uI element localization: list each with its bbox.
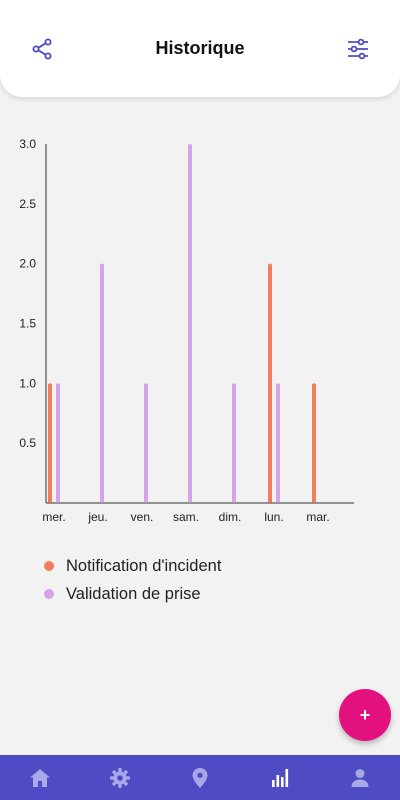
bar	[276, 383, 280, 503]
chart-bars	[48, 144, 316, 503]
legend-item: Validation de prise	[44, 580, 221, 608]
x-tick-label: jeu.	[87, 510, 107, 524]
nav-home[interactable]	[20, 758, 60, 798]
chart-legend: Notification d'incident Validation de pri…	[44, 552, 221, 608]
filter-button[interactable]	[343, 34, 373, 64]
nav-location[interactable]	[180, 758, 220, 798]
gear-icon	[110, 767, 130, 788]
sliders-icon	[348, 38, 368, 60]
y-tick-label: 2.0	[19, 257, 36, 271]
y-tick-label: 3.0	[19, 137, 36, 151]
bar	[48, 383, 52, 503]
bar	[232, 383, 236, 503]
home-icon	[30, 768, 50, 787]
nav-settings[interactable]	[100, 758, 140, 798]
nav-profile[interactable]	[340, 758, 380, 798]
x-tick-label: mer.	[42, 510, 65, 524]
bar-chart-icon	[272, 768, 289, 787]
bar	[144, 383, 148, 503]
y-tick-label: 1.0	[19, 376, 36, 390]
legend-dot	[44, 561, 54, 571]
location-pin-icon	[192, 767, 208, 788]
y-tick-label: 1.5	[19, 317, 36, 331]
legend-dot	[44, 589, 54, 599]
bar	[100, 263, 104, 503]
share-icon	[32, 38, 52, 60]
y-tick-label: 0.5	[19, 436, 36, 450]
share-button[interactable]	[27, 34, 57, 64]
app-header: Historique	[0, 0, 400, 97]
history-bar-chart: 0.5 1.0 1.5 2.0 2.5 3.0 mer. jeu. ven. sam. dim. l…	[19, 137, 354, 524]
page-title: Historique	[155, 38, 245, 58]
x-axis: mer. jeu. ven. sam. dim. lun. mar.	[42, 502, 354, 524]
add-button[interactable]: +	[339, 689, 391, 741]
bar	[188, 144, 192, 503]
bar	[56, 383, 60, 503]
x-tick-label: lun.	[264, 510, 283, 524]
y-axis: 0.5 1.0 1.5 2.0 2.5 3.0	[19, 137, 47, 503]
nav-history[interactable]	[260, 758, 300, 798]
bottom-navigation	[0, 755, 400, 800]
bar	[312, 383, 316, 503]
bar	[268, 263, 272, 503]
x-tick-label: dim.	[219, 510, 242, 524]
legend-label: Notification d'incident	[66, 556, 222, 575]
x-tick-label: mar.	[306, 510, 329, 524]
legend-label: Validation de prise	[66, 584, 201, 603]
y-tick-label: 2.5	[19, 197, 36, 211]
x-tick-label: sam.	[173, 510, 199, 524]
user-icon	[351, 768, 369, 787]
legend-item: Notification d'incident	[44, 552, 221, 580]
x-tick-label: ven.	[131, 510, 154, 524]
